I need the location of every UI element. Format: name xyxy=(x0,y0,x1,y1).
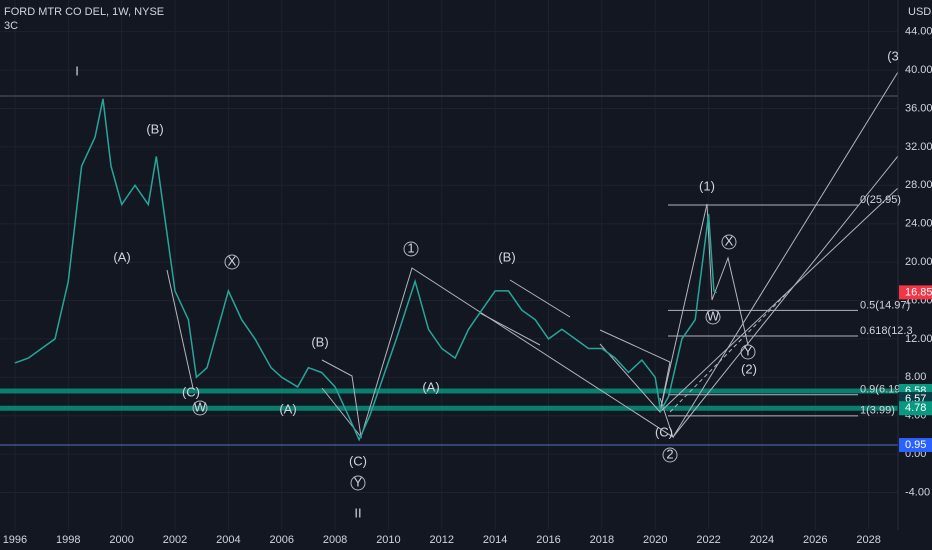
wave-label: (A) xyxy=(279,401,296,416)
wave-label: X xyxy=(725,233,734,248)
wave-label: I xyxy=(75,63,79,78)
wave-label: (2) xyxy=(741,361,757,376)
x-tick-label: 2002 xyxy=(163,534,187,546)
grid xyxy=(0,0,898,530)
y-tick-label: 28.00 xyxy=(905,179,932,191)
trend-line xyxy=(659,187,899,413)
wave-label: (A) xyxy=(113,249,130,264)
x-tick-label: 2022 xyxy=(696,534,720,546)
fib-label: 0(25.95) xyxy=(860,194,901,206)
x-tick-label: 2000 xyxy=(109,534,133,546)
x-tick-label: 2016 xyxy=(536,534,560,546)
trend-line xyxy=(166,269,194,389)
wave-label: (C) xyxy=(655,424,673,439)
y-tick-label: 32.00 xyxy=(905,141,932,153)
y-tick-label: 20.00 xyxy=(905,256,932,268)
wave-label: II xyxy=(354,505,361,520)
y-axis-label: USD xyxy=(908,6,931,18)
wave-circle xyxy=(662,447,678,463)
wave-label: (B) xyxy=(498,249,515,264)
trend-line xyxy=(599,329,671,414)
fib-label: 0.9(6.19) xyxy=(860,384,904,396)
fib-label: 0.5(14.97) xyxy=(860,299,910,311)
y-tick-label: 12.00 xyxy=(905,333,932,345)
trend-line xyxy=(509,279,571,318)
x-tick-label: 1998 xyxy=(56,534,80,546)
wave-circle xyxy=(403,241,419,257)
trend-line xyxy=(360,267,674,439)
x-tick-label: 2012 xyxy=(430,534,454,546)
wave-label: Y xyxy=(744,343,753,358)
wave-label: (A) xyxy=(422,379,439,394)
y-tick-label: 40.00 xyxy=(905,64,932,76)
price-line xyxy=(14,98,718,442)
trend-line xyxy=(479,312,541,346)
fib-label: 1(3.99) xyxy=(860,405,895,417)
wave-circle xyxy=(705,309,721,325)
wave-label: (3 xyxy=(887,48,899,63)
wave-circle xyxy=(224,254,240,270)
chart-subtitle: 3C xyxy=(4,20,18,32)
wave-label: X xyxy=(228,253,237,268)
wave-circle xyxy=(721,234,737,250)
x-tick-label: 2024 xyxy=(750,534,774,546)
wave-label: (C) xyxy=(182,384,200,399)
x-tick-label: 2006 xyxy=(269,534,293,546)
price-badge xyxy=(899,285,932,300)
x-tick-label: 1996 xyxy=(3,534,27,546)
wave-label: (C) xyxy=(349,453,367,468)
x-tick-label: 2020 xyxy=(643,534,667,546)
fib-label: 0.618(12.3 xyxy=(860,325,913,337)
y-tick-label: 44.00 xyxy=(905,26,932,38)
x-tick-label: 2008 xyxy=(323,534,347,546)
x-tick-label: 2010 xyxy=(376,534,400,546)
wave-circle xyxy=(350,475,366,491)
wave-label: 1 xyxy=(407,240,414,255)
trend-line xyxy=(659,203,749,413)
wave-label: (1) xyxy=(699,178,715,193)
wave-label: W xyxy=(194,399,207,414)
wave-circle xyxy=(740,344,756,360)
price-badge xyxy=(899,401,932,416)
y-tick-label: 8.00 xyxy=(905,371,926,383)
trend-line xyxy=(321,359,362,439)
y-tick-label: -4.00 xyxy=(905,486,930,498)
wave-label: Y xyxy=(354,474,363,489)
x-tick-label: 2004 xyxy=(216,534,240,546)
price-badge-label: 16.85 xyxy=(905,286,932,298)
wave-label: W xyxy=(707,308,720,323)
x-tick-label: 2018 xyxy=(590,534,614,546)
x-tick-label: 2026 xyxy=(803,534,827,546)
x-tick-label: 2014 xyxy=(483,534,507,546)
wave-circle xyxy=(192,400,208,416)
price-axis xyxy=(898,0,932,550)
wave-label: 2 xyxy=(666,446,673,461)
trend-line xyxy=(672,155,899,438)
y-tick-label: 36.00 xyxy=(905,102,932,114)
price-badge xyxy=(899,438,932,453)
plot xyxy=(14,98,858,442)
y-tick-label: 24.00 xyxy=(905,218,932,230)
chart-title: FORD MTR CO DEL, 1W, NYSE xyxy=(4,6,164,18)
price-badge-label: 0.95 xyxy=(905,439,926,451)
x-tick-label: 2028 xyxy=(856,534,880,546)
trend-line xyxy=(672,71,899,438)
wave-label: (B) xyxy=(146,121,163,136)
wave-label: (B) xyxy=(311,334,328,349)
price-badge-label: 4.78 xyxy=(905,402,926,414)
